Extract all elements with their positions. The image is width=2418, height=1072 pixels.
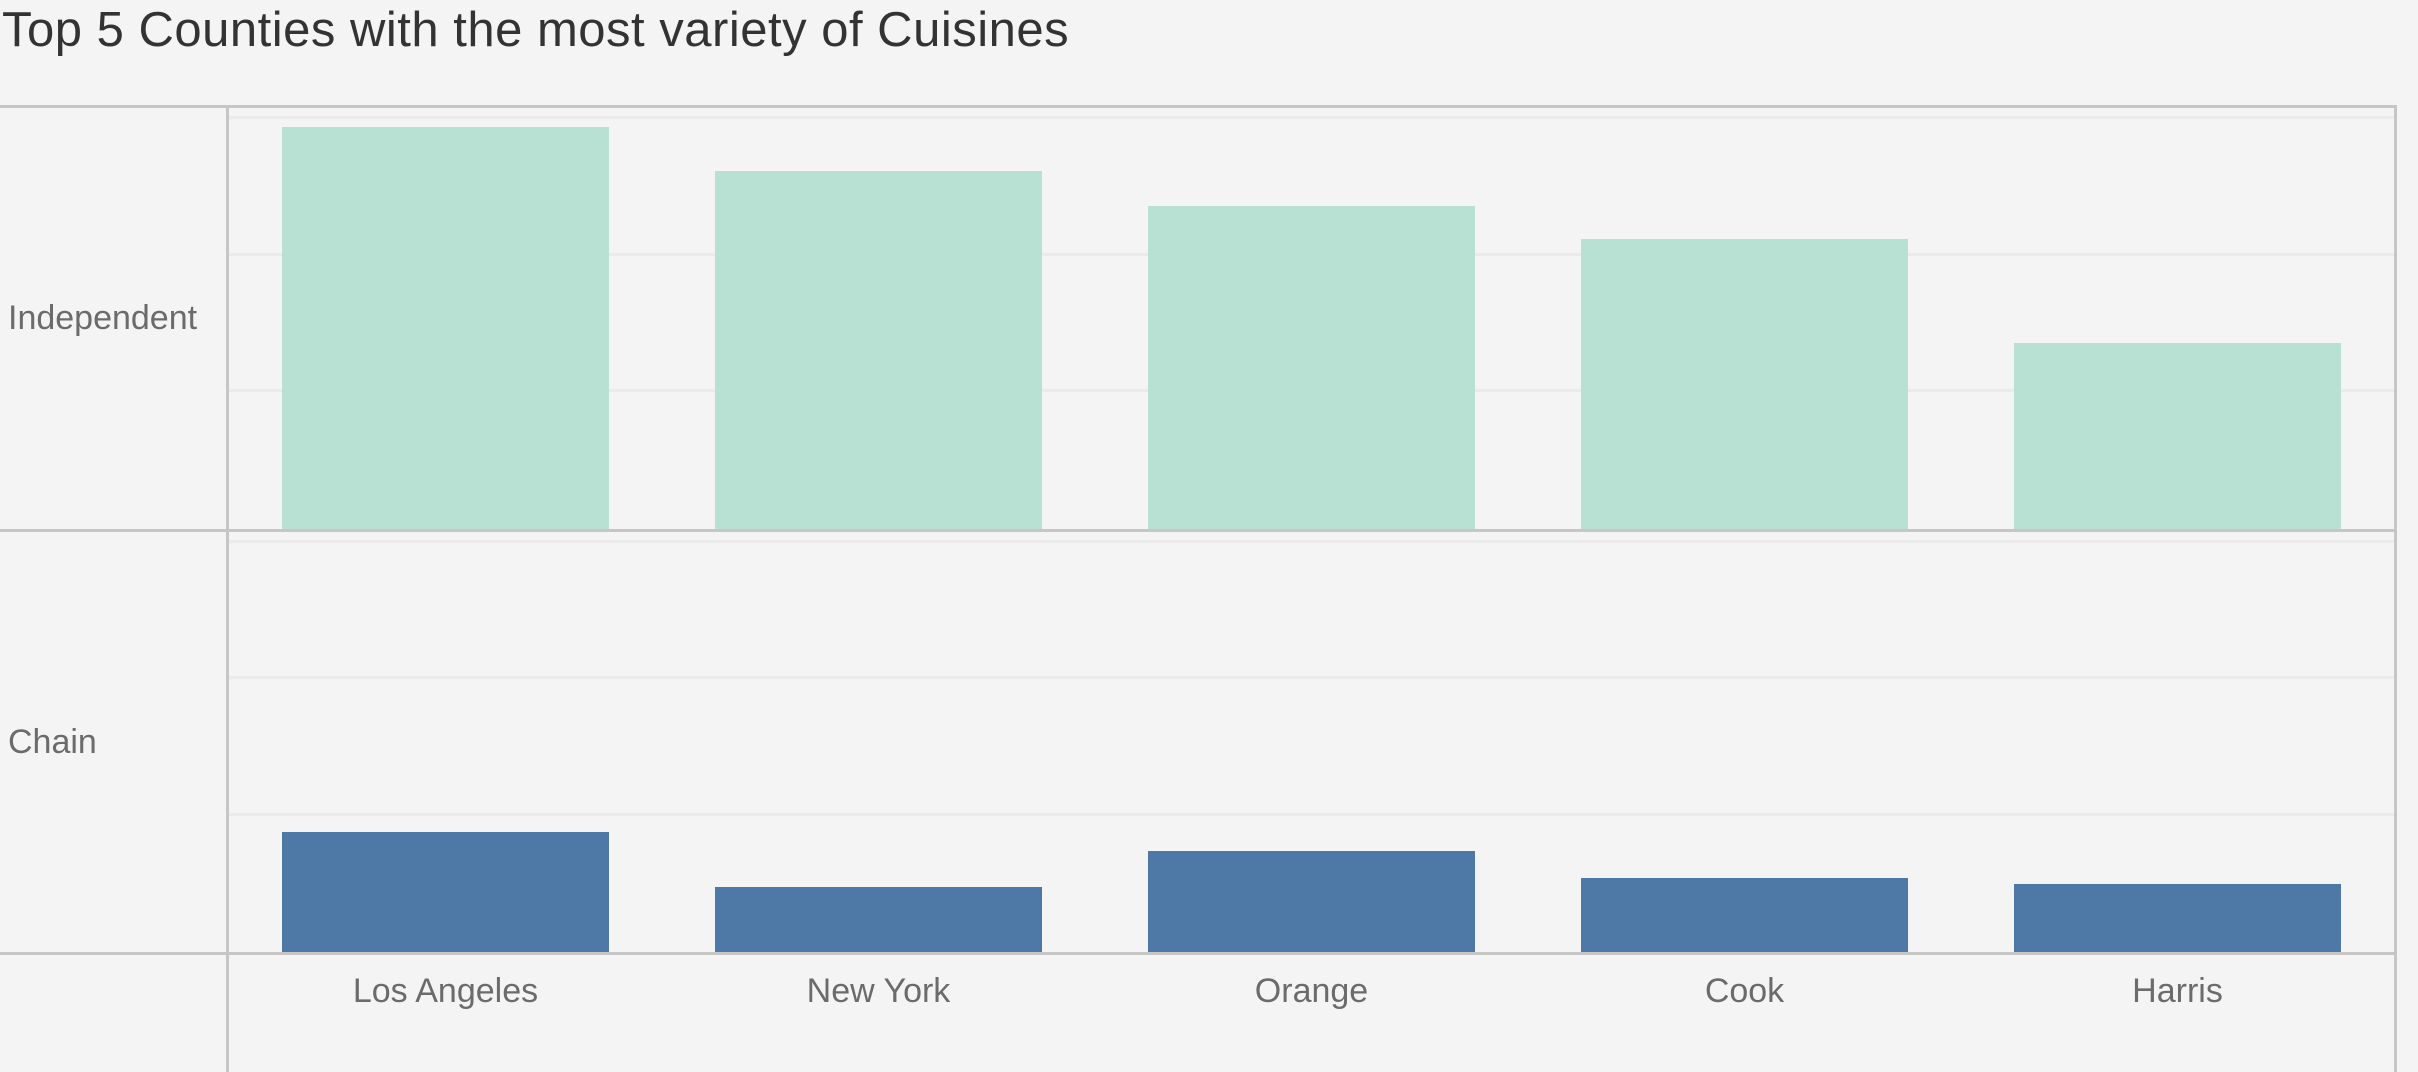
bar-chain-harris[interactable]	[2014, 883, 2341, 952]
chart-title: Top 5 Counties with the most variety of …	[2, 3, 1070, 57]
bar-independent-orange[interactable]	[1148, 206, 1475, 529]
border-top-line	[0, 105, 2397, 108]
category-label-orange[interactable]: Orange	[1254, 972, 1369, 1010]
category-label-los-angeles[interactable]: Los Angeles	[352, 972, 539, 1010]
plot-area-chain	[229, 532, 2394, 952]
category-axis: Los Angeles New York Orange Cook Harris	[229, 972, 2394, 1011]
row-header-divider-line	[226, 105, 229, 1072]
bar-independent-los-angeles[interactable]	[282, 127, 609, 529]
bar-chain-los-angeles[interactable]	[282, 832, 609, 952]
bar-chain-cook[interactable]	[1581, 878, 1908, 952]
border-right-line	[2394, 105, 2397, 1072]
gridline-chain-150	[229, 539, 2394, 543]
row-header-independent[interactable]: Independent	[8, 299, 198, 337]
facet-divider-line	[0, 529, 2397, 532]
axis-baseline	[0, 952, 2397, 955]
bar-independent-harris[interactable]	[2014, 343, 2341, 529]
category-label-cook[interactable]: Cook	[1704, 972, 1785, 1010]
gridline-chain-50	[229, 812, 2394, 816]
gridline-chain-100	[229, 676, 2394, 680]
row-header-chain[interactable]: Chain	[8, 722, 97, 761]
category-label-harris[interactable]: Harris	[2132, 972, 2223, 1010]
bar-chain-orange[interactable]	[1148, 851, 1475, 952]
category-label-new-york[interactable]: New York	[806, 972, 951, 1010]
bar-independent-cook[interactable]	[1581, 239, 1908, 529]
bar-independent-new-york[interactable]	[715, 170, 1042, 529]
gridline-independent-150	[229, 115, 2394, 119]
bar-chain-new-york[interactable]	[715, 886, 1042, 952]
plot-area-independent	[229, 108, 2394, 529]
